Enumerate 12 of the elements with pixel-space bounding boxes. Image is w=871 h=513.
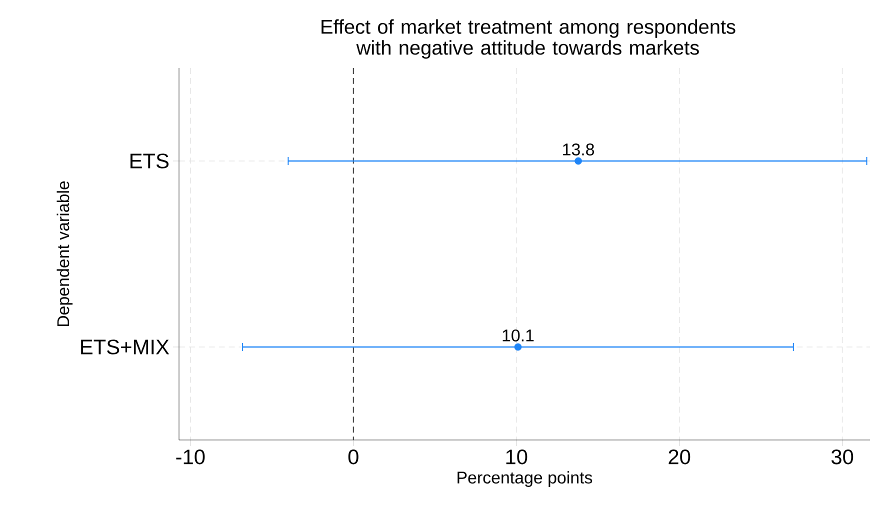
x-tick-label: -10 [176,450,205,464]
y-tick-label: ETS+MIX [81,340,170,354]
data-label: 10.1 [502,329,534,342]
chart-title: Effect of market treatment among respondents with negative attitude towards markets [322,19,736,59]
x-tick-label: 10 [506,450,528,464]
y-axis-title: Dependent variable [56,181,73,326]
x-tick-label: 0 [348,450,358,464]
data-label: 13.8 [563,143,594,156]
x-tick-label: 20 [668,450,690,464]
x-axis-title: Percentage points [458,471,592,487]
y-tick-label: ETS [130,154,169,168]
x-tick-label: 30 [831,450,854,464]
